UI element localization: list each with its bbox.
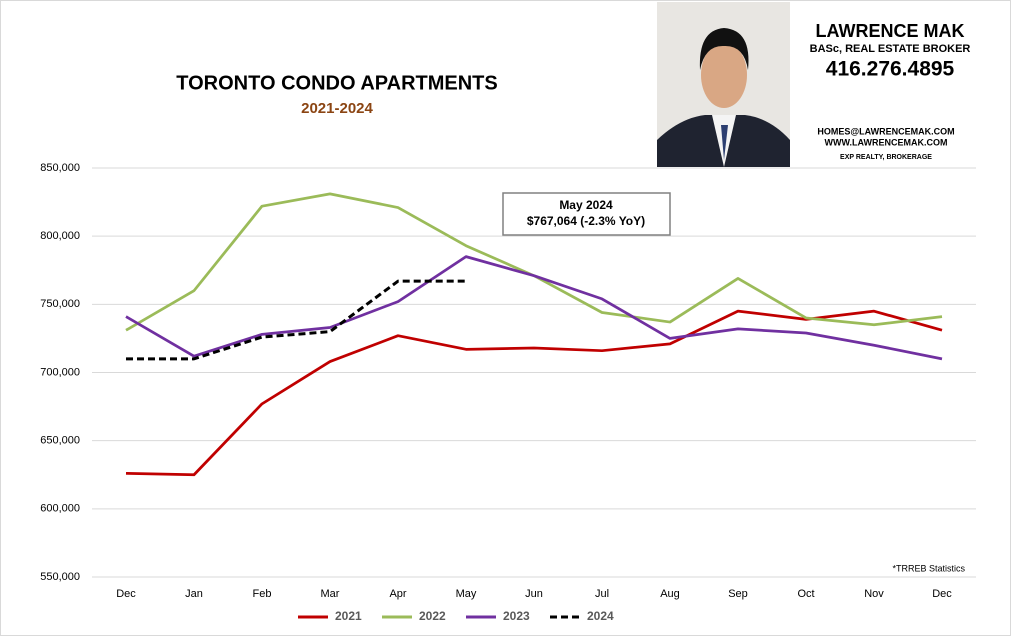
broker-brokerage: EXP REALTY, BROKERAGE xyxy=(840,154,932,161)
y-tick-label: 800,000 xyxy=(40,230,80,242)
broker-name: LAWRENCE MAK xyxy=(816,21,965,41)
series-line xyxy=(126,279,467,361)
x-tick-label: Apr xyxy=(389,588,406,600)
legend-label: 2022 xyxy=(419,609,446,623)
chart-subtitle: 2021-2024 xyxy=(301,100,373,117)
legend-label: 2023 xyxy=(503,609,530,623)
legend-label: 2024 xyxy=(587,609,614,623)
x-tick-label: Mar xyxy=(321,588,340,600)
annotation: May 2024 xyxy=(559,198,613,212)
x-tick-label: Dec xyxy=(932,588,952,600)
y-tick-label: 750,000 xyxy=(40,298,80,310)
annotation-box xyxy=(502,192,671,236)
broker-phone: 416.276.4895 xyxy=(826,58,955,81)
x-tick-label: Dec xyxy=(116,588,136,600)
y-tick-label: 550,000 xyxy=(40,571,80,583)
y-tick-label: 700,000 xyxy=(40,366,80,378)
x-tick-label: Aug xyxy=(660,588,680,600)
footnote: *TRREB Statistics xyxy=(892,563,965,573)
y-tick-label: 850,000 xyxy=(40,162,80,174)
annotation: $767,064 (-2.3% YoY) xyxy=(527,214,645,228)
x-tick-label: Oct xyxy=(797,588,814,600)
broker-website: WWW.LAWRENCEMAK.COM xyxy=(825,137,948,147)
legend-label: 2021 xyxy=(335,609,362,623)
x-tick-label: Feb xyxy=(253,588,272,600)
series-line xyxy=(125,255,943,361)
x-tick-label: Sep xyxy=(728,588,748,600)
y-tick-label: 600,000 xyxy=(40,503,80,515)
x-tick-label: Jun xyxy=(525,588,543,600)
chart-title: TORONTO CONDO APARTMENTS xyxy=(176,72,497,94)
x-tick-label: Nov xyxy=(864,588,884,600)
x-tick-label: May xyxy=(456,588,477,600)
broker-email: HOMES@LAWRENCEMAK.COM xyxy=(817,126,954,136)
broker-credentials: BASc, REAL ESTATE BROKER xyxy=(810,43,971,55)
y-tick-label: 650,000 xyxy=(40,435,80,447)
x-tick-label: Jan xyxy=(185,588,203,600)
photo xyxy=(657,2,790,167)
x-tick-label: Jul xyxy=(595,588,609,600)
